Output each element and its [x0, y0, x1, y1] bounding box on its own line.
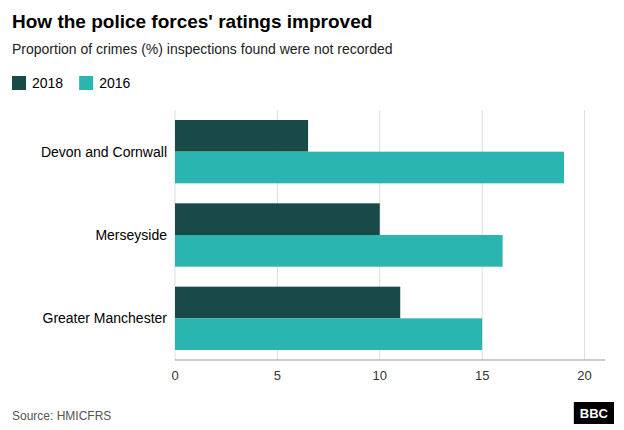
chart-svg: How the police forces' ratings improved P… [0, 0, 624, 430]
title: How the police forces' ratings improved [12, 11, 372, 32]
chart-container: How the police forces' ratings improved P… [0, 0, 624, 430]
legend-label: 2018 [32, 75, 63, 91]
source: Source: HMICFRS [12, 409, 111, 423]
legend-swatch [79, 76, 93, 90]
category-label: Merseyside [95, 227, 167, 243]
bar [175, 235, 503, 267]
tick-label: 15 [475, 368, 489, 383]
bar [175, 318, 482, 350]
bar [175, 203, 380, 235]
legend-swatch [12, 76, 26, 90]
legend: 2018 2016 [12, 75, 131, 91]
axis-line [175, 360, 605, 361]
subtitle: Proportion of crimes (%) inspections fou… [12, 41, 393, 57]
logo: BBC [574, 402, 614, 424]
bar [175, 152, 564, 184]
bars [175, 120, 564, 350]
logo-box [574, 402, 614, 424]
tick-label: 5 [274, 368, 281, 383]
tick-label: 0 [171, 368, 178, 383]
logo-text: BBC [580, 406, 609, 421]
bar [175, 120, 308, 152]
tick-label: 10 [373, 368, 387, 383]
tick-label: 20 [577, 368, 591, 383]
x-axis: 0 5 10 15 20 [171, 110, 605, 383]
y-axis: Devon and Cornwall Merseyside Greater Manc… [41, 144, 167, 327]
category-label: Greater Manchester [43, 310, 168, 326]
legend-label: 2016 [99, 75, 130, 91]
grid-line [584, 110, 585, 360]
category-label: Devon and Cornwall [41, 144, 167, 160]
bar [175, 287, 400, 319]
